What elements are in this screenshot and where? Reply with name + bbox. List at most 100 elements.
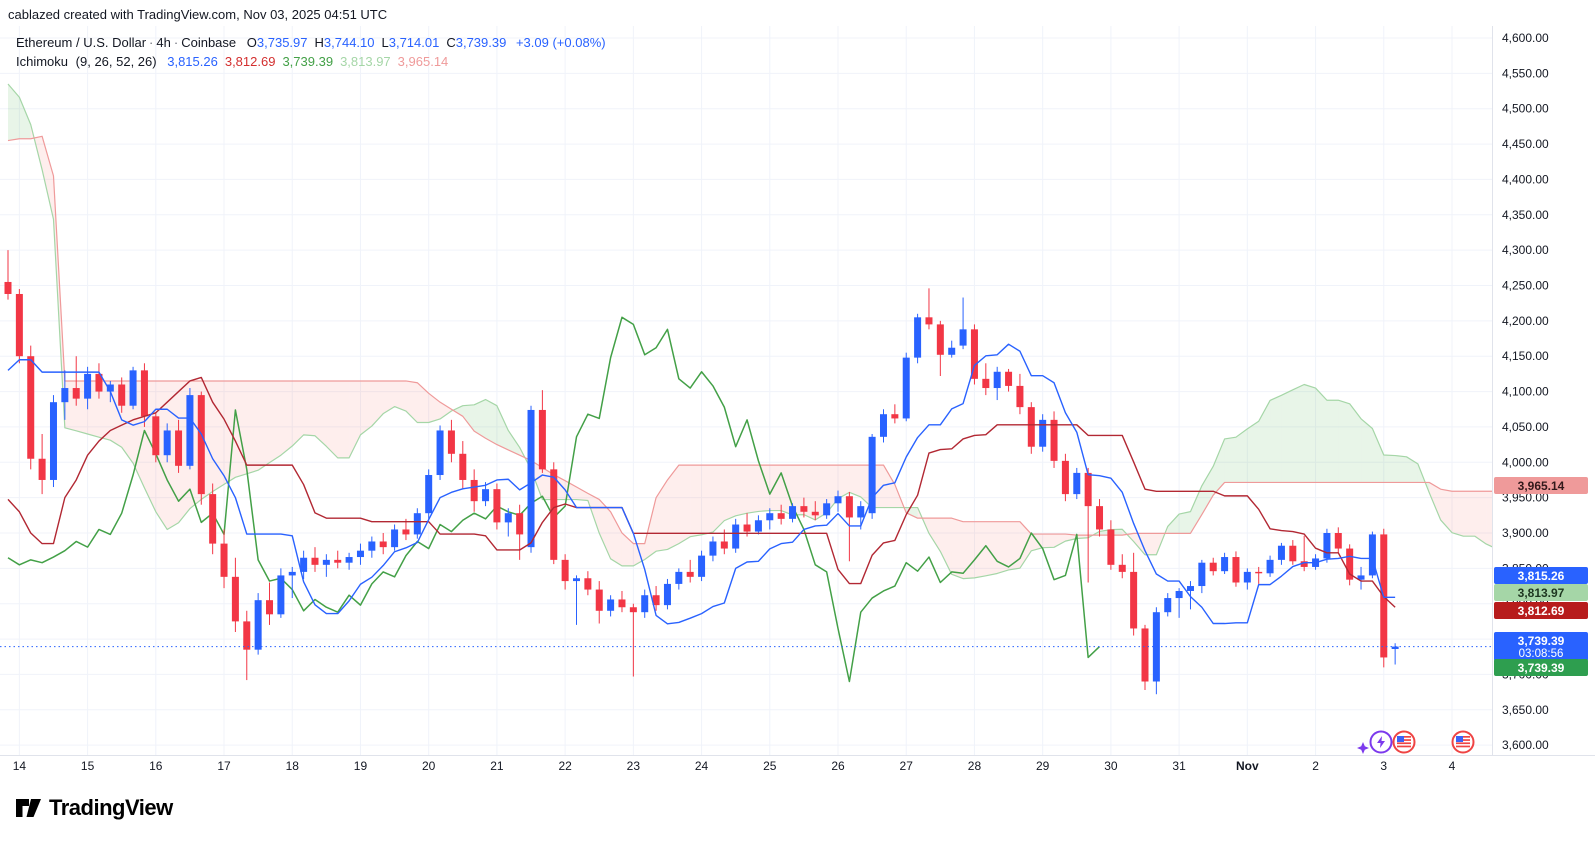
candle-up — [300, 557, 308, 572]
candle-up — [61, 388, 69, 403]
candle-down — [447, 430, 455, 454]
badge-price: 3,812.69 — [1517, 603, 1565, 618]
ichimoku-cloud — [8, 83, 1492, 579]
cloud-bearish-segment — [985, 521, 998, 576]
candle-down — [379, 541, 387, 548]
candle-down — [936, 324, 944, 355]
cloud-bearish-segment — [383, 380, 395, 414]
candle-up — [1368, 534, 1376, 576]
cloud-bearish-segment — [747, 465, 759, 514]
candle-down — [811, 511, 819, 516]
price-tick-label: 4,350.00 — [1502, 208, 1549, 222]
cloud-bearish-segment — [1440, 489, 1452, 533]
candle-down — [334, 559, 342, 563]
cloud-bullish-segment — [1179, 511, 1191, 534]
cloud-bearish-segment — [838, 465, 850, 499]
cloud-bullish-segment — [1258, 400, 1271, 483]
time-tick-label: 20 — [422, 759, 436, 773]
cloud-bearish-segment — [405, 380, 418, 423]
candle-up — [277, 575, 285, 615]
time-axis[interactable]: 14 15 16 17 18 19 20 21 22 23 24 25 26 27 28 29 30 31 Nov 2… — [13, 759, 1456, 773]
indicator-values: 3,815.26 3,812.69 3,739.39 3,813.97 3,965.14 — [160, 54, 448, 69]
cloud-bearish-segment — [303, 380, 315, 436]
cloud-bearish-segment — [883, 465, 895, 508]
candle-down — [1096, 506, 1104, 530]
event-icon-us-flag[interactable] — [1392, 730, 1416, 754]
candle-up — [573, 578, 580, 582]
price-tick-label: 4,100.00 — [1502, 385, 1549, 399]
candle-up — [1164, 598, 1172, 613]
time-tick-label: 31 — [1172, 759, 1186, 773]
candle-down — [140, 370, 148, 417]
ohlc-value: 3,744.10 — [323, 35, 375, 50]
candle-down — [1005, 371, 1013, 386]
price-tick-label: 3,950.00 — [1502, 491, 1549, 505]
tradingview-logo-text: TradingView — [49, 795, 173, 820]
kijun-line — [7, 376, 1396, 608]
candle-down — [470, 479, 478, 502]
indicator-legend-row[interactable]: Ichimoku (9, 26, 52, 26) 3,815.26 3,812.6… — [16, 52, 606, 71]
candle-down — [982, 378, 990, 389]
price-tick-label: 3,650.00 — [1502, 703, 1549, 717]
cloud-bearish-segment — [258, 380, 270, 471]
indicator-value: 3,739.39 — [282, 54, 334, 69]
cloud-bearish-segment — [974, 521, 986, 578]
candle-up — [254, 600, 262, 650]
ohlc-label: C — [446, 35, 456, 50]
candle-down — [561, 559, 569, 582]
indicator-price-badge: 3,965.14 — [1494, 477, 1588, 494]
cloud-bearish-segment — [792, 465, 804, 515]
flag-stripe — [1456, 745, 1470, 748]
indicator-name: Ichimoku — [16, 54, 69, 69]
candle-down — [1107, 529, 1115, 565]
candle-up — [766, 513, 774, 521]
cloud-bearish-segment — [269, 380, 281, 463]
symbol-legend-row[interactable]: Ethereum / U.S. Dollar · 4h · Coinbase O3,73… — [16, 35, 606, 50]
candles-series[interactable] — [4, 250, 1399, 695]
candle-up — [857, 506, 865, 518]
candle-down — [95, 373, 103, 392]
candle-up — [186, 395, 194, 466]
cloud-bearish-segment — [1042, 534, 1055, 548]
cloud-bullish-segment — [1270, 395, 1282, 483]
cloud-bullish-segment — [1281, 389, 1293, 483]
event-icon-lightning[interactable] — [1369, 730, 1393, 754]
price-tick-label: 4,200.00 — [1502, 314, 1549, 328]
candle-up — [504, 513, 512, 523]
candle-down — [1084, 472, 1092, 507]
candle-down — [1141, 628, 1149, 682]
price-tick-label: 4,000.00 — [1502, 455, 1549, 469]
cloud-bearish-segment — [1065, 534, 1077, 542]
candle-up — [868, 436, 876, 514]
candle-down — [1255, 571, 1263, 574]
candle-up — [425, 475, 433, 514]
event-icon-us-flag[interactable] — [1451, 730, 1475, 754]
cloud-bullish-segment — [496, 405, 509, 450]
candle-down — [1061, 460, 1069, 495]
badge-price: 3,965.14 — [1517, 478, 1565, 493]
ohlc-value: 3,735.97 — [256, 35, 308, 50]
time-tick-label: 26 — [831, 759, 845, 773]
candle-down — [15, 293, 23, 357]
senkou-b-line — [7, 135, 1492, 545]
ohlc-label: L — [381, 35, 389, 50]
tradingview-logo[interactable]: TradingView — [15, 795, 173, 821]
price-tick-label: 3,600.00 — [1502, 738, 1549, 752]
candle-down — [231, 576, 239, 622]
candle-down — [311, 557, 319, 565]
ohlc-label: H — [314, 35, 324, 50]
price-tick-label: 4,300.00 — [1502, 243, 1549, 257]
cloud-bullish-segment — [1315, 388, 1327, 483]
candle-down — [175, 430, 183, 466]
indicator-params: (9, 26, 52, 26) — [75, 54, 157, 69]
candle-down — [1334, 532, 1342, 549]
candle-down — [1027, 407, 1035, 447]
candle-up — [1221, 557, 1229, 572]
candle-down — [1118, 564, 1126, 572]
cloud-bullish-segment — [1349, 403, 1362, 483]
cloud-bearish-segment — [712, 465, 725, 533]
time-tick-label: 19 — [354, 759, 368, 773]
cloud-bearish-segment — [30, 124, 43, 170]
badge-price: 3,815.26 — [1517, 568, 1565, 583]
